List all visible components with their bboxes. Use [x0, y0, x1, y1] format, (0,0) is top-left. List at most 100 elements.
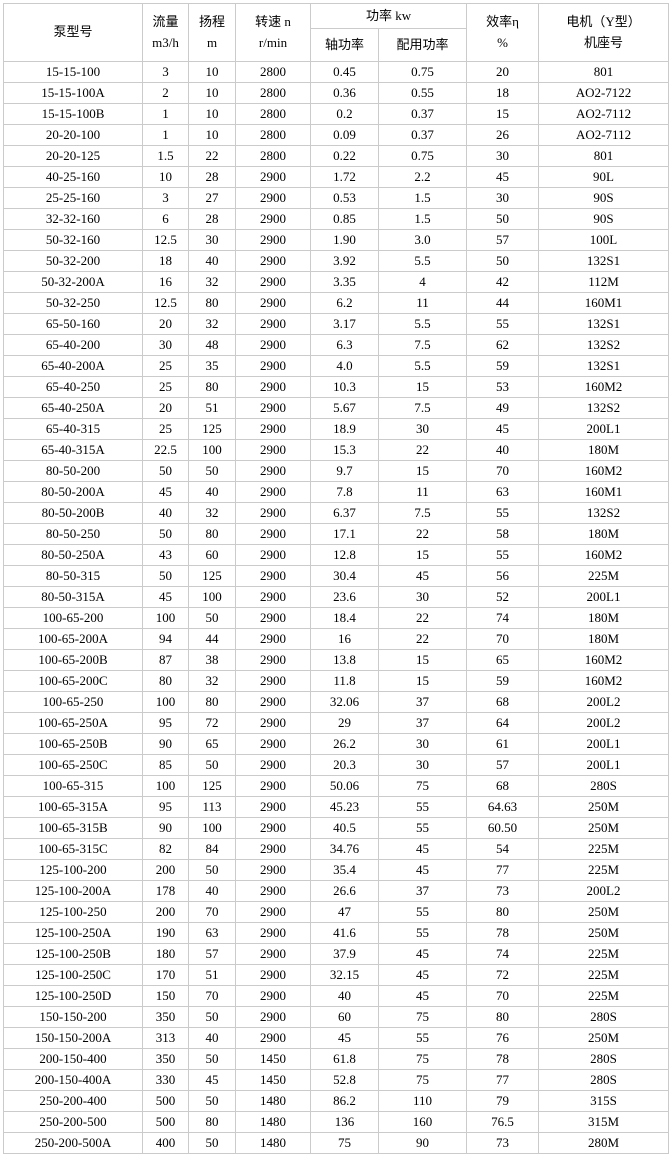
table-cell-shaft_power_kw: 40: [310, 985, 379, 1007]
table-cell-rated_power_kw: 45: [377, 565, 468, 587]
table-cell-pump_model: 250-200-500A: [3, 1132, 143, 1154]
table-cell-pump_model: 50-32-160: [3, 229, 143, 251]
table-cell-speed_rpm: 2900: [235, 817, 311, 839]
table-cell-pump_model: 65-40-200A: [3, 355, 143, 377]
table-cell-shaft_power_kw: 30.4: [310, 565, 379, 587]
table-cell-head_m: 10: [188, 61, 236, 83]
header-pump-model: 泵型号: [3, 3, 143, 62]
table-cell-flow_m3h: 10: [142, 166, 189, 188]
table-cell-speed_rpm: 2900: [235, 775, 311, 797]
header-rated-power: 配用功率: [377, 28, 468, 62]
table-cell-speed_rpm: 2900: [235, 208, 311, 230]
table-cell-efficiency_pct: 42: [466, 271, 540, 293]
table-cell-flow_m3h: 45: [142, 481, 189, 503]
table-cell-shaft_power_kw: 26.6: [310, 880, 379, 902]
table-cell-motor_frame: 160M2: [538, 460, 670, 482]
table-header: 泵型号 流量 m3/h 扬程 m 转速 n r/min 功率 kw 效率η %: [3, 3, 670, 62]
table-cell-motor_frame: 200L1: [538, 754, 670, 776]
table-cell-head_m: 10: [188, 103, 236, 125]
table-cell-flow_m3h: 350: [142, 1048, 189, 1070]
table-cell-pump_model: 65-40-315A: [3, 439, 143, 461]
table-cell-speed_rpm: 2900: [235, 607, 311, 629]
table-row: 80-50-200B 40 32 2900 6.37 7.5 55 132S2: [3, 502, 670, 524]
table-row: 150-150-200A 313 40 2900 45 55 76 250M: [3, 1027, 670, 1049]
table-cell-speed_rpm: 2900: [235, 838, 311, 860]
table-cell-speed_rpm: 2900: [235, 481, 311, 503]
table-cell-efficiency_pct: 80: [466, 901, 540, 923]
table-cell-efficiency_pct: 15: [466, 103, 540, 125]
table-cell-flow_m3h: 100: [142, 607, 189, 629]
table-cell-rated_power_kw: 30: [377, 586, 468, 608]
table-cell-motor_frame: 280S: [538, 1069, 670, 1091]
table-row: 125-100-250B 180 57 2900 37.9 45 74 225M: [3, 943, 670, 965]
table-cell-motor_frame: 200L1: [538, 418, 670, 440]
table-cell-shaft_power_kw: 32.06: [310, 691, 379, 713]
table-cell-motor_frame: 225M: [538, 985, 670, 1007]
table-cell-rated_power_kw: 110: [377, 1090, 468, 1112]
table-cell-efficiency_pct: 70: [466, 985, 540, 1007]
table-cell-shaft_power_kw: 40.5: [310, 817, 379, 839]
header-efficiency: 效率η %: [466, 3, 540, 62]
table-cell-speed_rpm: 2900: [235, 271, 311, 293]
table-cell-shaft_power_kw: 45: [310, 1027, 379, 1049]
table-cell-speed_rpm: 2900: [235, 985, 311, 1007]
table-cell-pump_model: 100-65-250A: [3, 712, 143, 734]
table-cell-efficiency_pct: 26: [466, 124, 540, 146]
table-cell-speed_rpm: 2900: [235, 460, 311, 482]
table-row: 15-15-100 3 10 2800 0.45 0.75 20 801: [3, 61, 670, 83]
table-cell-speed_rpm: 2900: [235, 733, 311, 755]
table-cell-rated_power_kw: 0.37: [377, 103, 468, 125]
table-cell-head_m: 38: [188, 649, 236, 671]
table-cell-head_m: 50: [188, 859, 236, 881]
table-cell-pump_model: 100-65-315A: [3, 796, 143, 818]
table-cell-rated_power_kw: 5.5: [377, 250, 468, 272]
table-cell-efficiency_pct: 73: [466, 1132, 540, 1154]
table-cell-speed_rpm: 2900: [235, 586, 311, 608]
table-cell-head_m: 50: [188, 1132, 236, 1154]
table-row: 100-65-250 100 80 2900 32.06 37 68 200L2: [3, 691, 670, 713]
table-cell-rated_power_kw: 45: [377, 985, 468, 1007]
table-cell-flow_m3h: 200: [142, 859, 189, 881]
table-row: 100-65-250C 85 50 2900 20.3 30 57 200L1: [3, 754, 670, 776]
table-row: 80-50-200 50 50 2900 9.7 15 70 160M2: [3, 460, 670, 482]
table-cell-flow_m3h: 43: [142, 544, 189, 566]
table-cell-efficiency_pct: 30: [466, 187, 540, 209]
table-cell-head_m: 27: [188, 187, 236, 209]
table-cell-rated_power_kw: 7.5: [377, 397, 468, 419]
table-cell-rated_power_kw: 22: [377, 439, 468, 461]
table-cell-flow_m3h: 500: [142, 1111, 189, 1133]
table-cell-motor_frame: 100L: [538, 229, 670, 251]
table-cell-pump_model: 65-40-250A: [3, 397, 143, 419]
table-cell-rated_power_kw: 37: [377, 712, 468, 734]
table-cell-flow_m3h: 12.5: [142, 292, 189, 314]
table-cell-motor_frame: 250M: [538, 796, 670, 818]
table-cell-speed_rpm: 2900: [235, 628, 311, 650]
table-cell-shaft_power_kw: 136: [310, 1111, 379, 1133]
table-cell-shaft_power_kw: 47: [310, 901, 379, 923]
table-cell-rated_power_kw: 45: [377, 838, 468, 860]
table-row: 200-150-400A 330 45 1450 52.8 75 77 280S: [3, 1069, 670, 1091]
table-cell-head_m: 40: [188, 481, 236, 503]
table-cell-motor_frame: 160M2: [538, 649, 670, 671]
header-motor-label: 电机（Y型）: [566, 14, 641, 30]
table-cell-shaft_power_kw: 16: [310, 628, 379, 650]
table-cell-rated_power_kw: 37: [377, 691, 468, 713]
table-cell-pump_model: 100-65-315B: [3, 817, 143, 839]
table-cell-flow_m3h: 500: [142, 1090, 189, 1112]
header-head: 扬程 m: [188, 3, 236, 62]
table-cell-motor_frame: 280S: [538, 1006, 670, 1028]
table-cell-flow_m3h: 3: [142, 187, 189, 209]
table-cell-pump_model: 50-32-200: [3, 250, 143, 272]
table-cell-rated_power_kw: 5.5: [377, 355, 468, 377]
table-cell-rated_power_kw: 15: [377, 544, 468, 566]
table-cell-flow_m3h: 25: [142, 376, 189, 398]
table-cell-efficiency_pct: 45: [466, 418, 540, 440]
table-cell-shaft_power_kw: 0.2: [310, 103, 379, 125]
table-row: 80-50-250 50 80 2900 17.1 22 58 180M: [3, 523, 670, 545]
table-cell-efficiency_pct: 55: [466, 502, 540, 524]
table-cell-efficiency_pct: 73: [466, 880, 540, 902]
table-row: 65-40-200A 25 35 2900 4.0 5.5 59 132S1: [3, 355, 670, 377]
table-cell-motor_frame: 160M2: [538, 670, 670, 692]
table-row: 100-65-200A 94 44 2900 16 22 70 180M: [3, 628, 670, 650]
table-cell-pump_model: 100-65-250: [3, 691, 143, 713]
